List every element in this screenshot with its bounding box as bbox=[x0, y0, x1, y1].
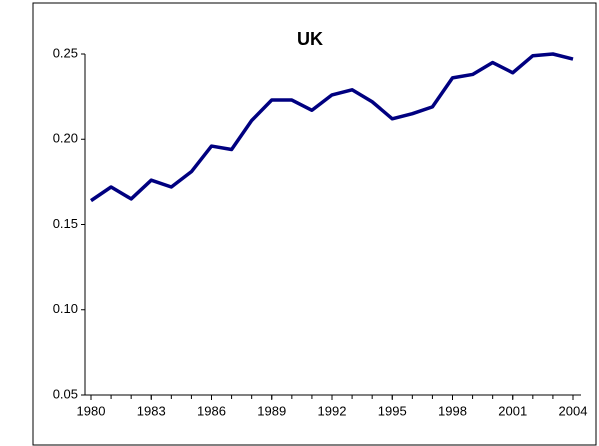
chart-title: UK bbox=[297, 29, 323, 49]
x-tick-label: 1995 bbox=[378, 403, 407, 418]
x-tick-label: 1989 bbox=[257, 403, 286, 418]
y-tick-label: 0.20 bbox=[53, 131, 78, 146]
y-tick-label: 0.05 bbox=[53, 386, 78, 401]
x-tick-label: 1983 bbox=[137, 403, 166, 418]
x-tick-label: 2004 bbox=[559, 403, 588, 418]
x-tick-label: 1998 bbox=[438, 403, 467, 418]
x-tick-label: 1986 bbox=[197, 403, 226, 418]
y-tick-label: 0.15 bbox=[53, 216, 78, 231]
y-tick-label: 0.25 bbox=[53, 45, 78, 60]
chart-frame bbox=[32, 2, 597, 446]
y-tick-label: 0.10 bbox=[53, 301, 78, 316]
x-tick-label: 2001 bbox=[498, 403, 527, 418]
x-tick-label: 1992 bbox=[318, 403, 347, 418]
data-line bbox=[90, 52, 574, 203]
x-tick-label: 1980 bbox=[77, 403, 106, 418]
